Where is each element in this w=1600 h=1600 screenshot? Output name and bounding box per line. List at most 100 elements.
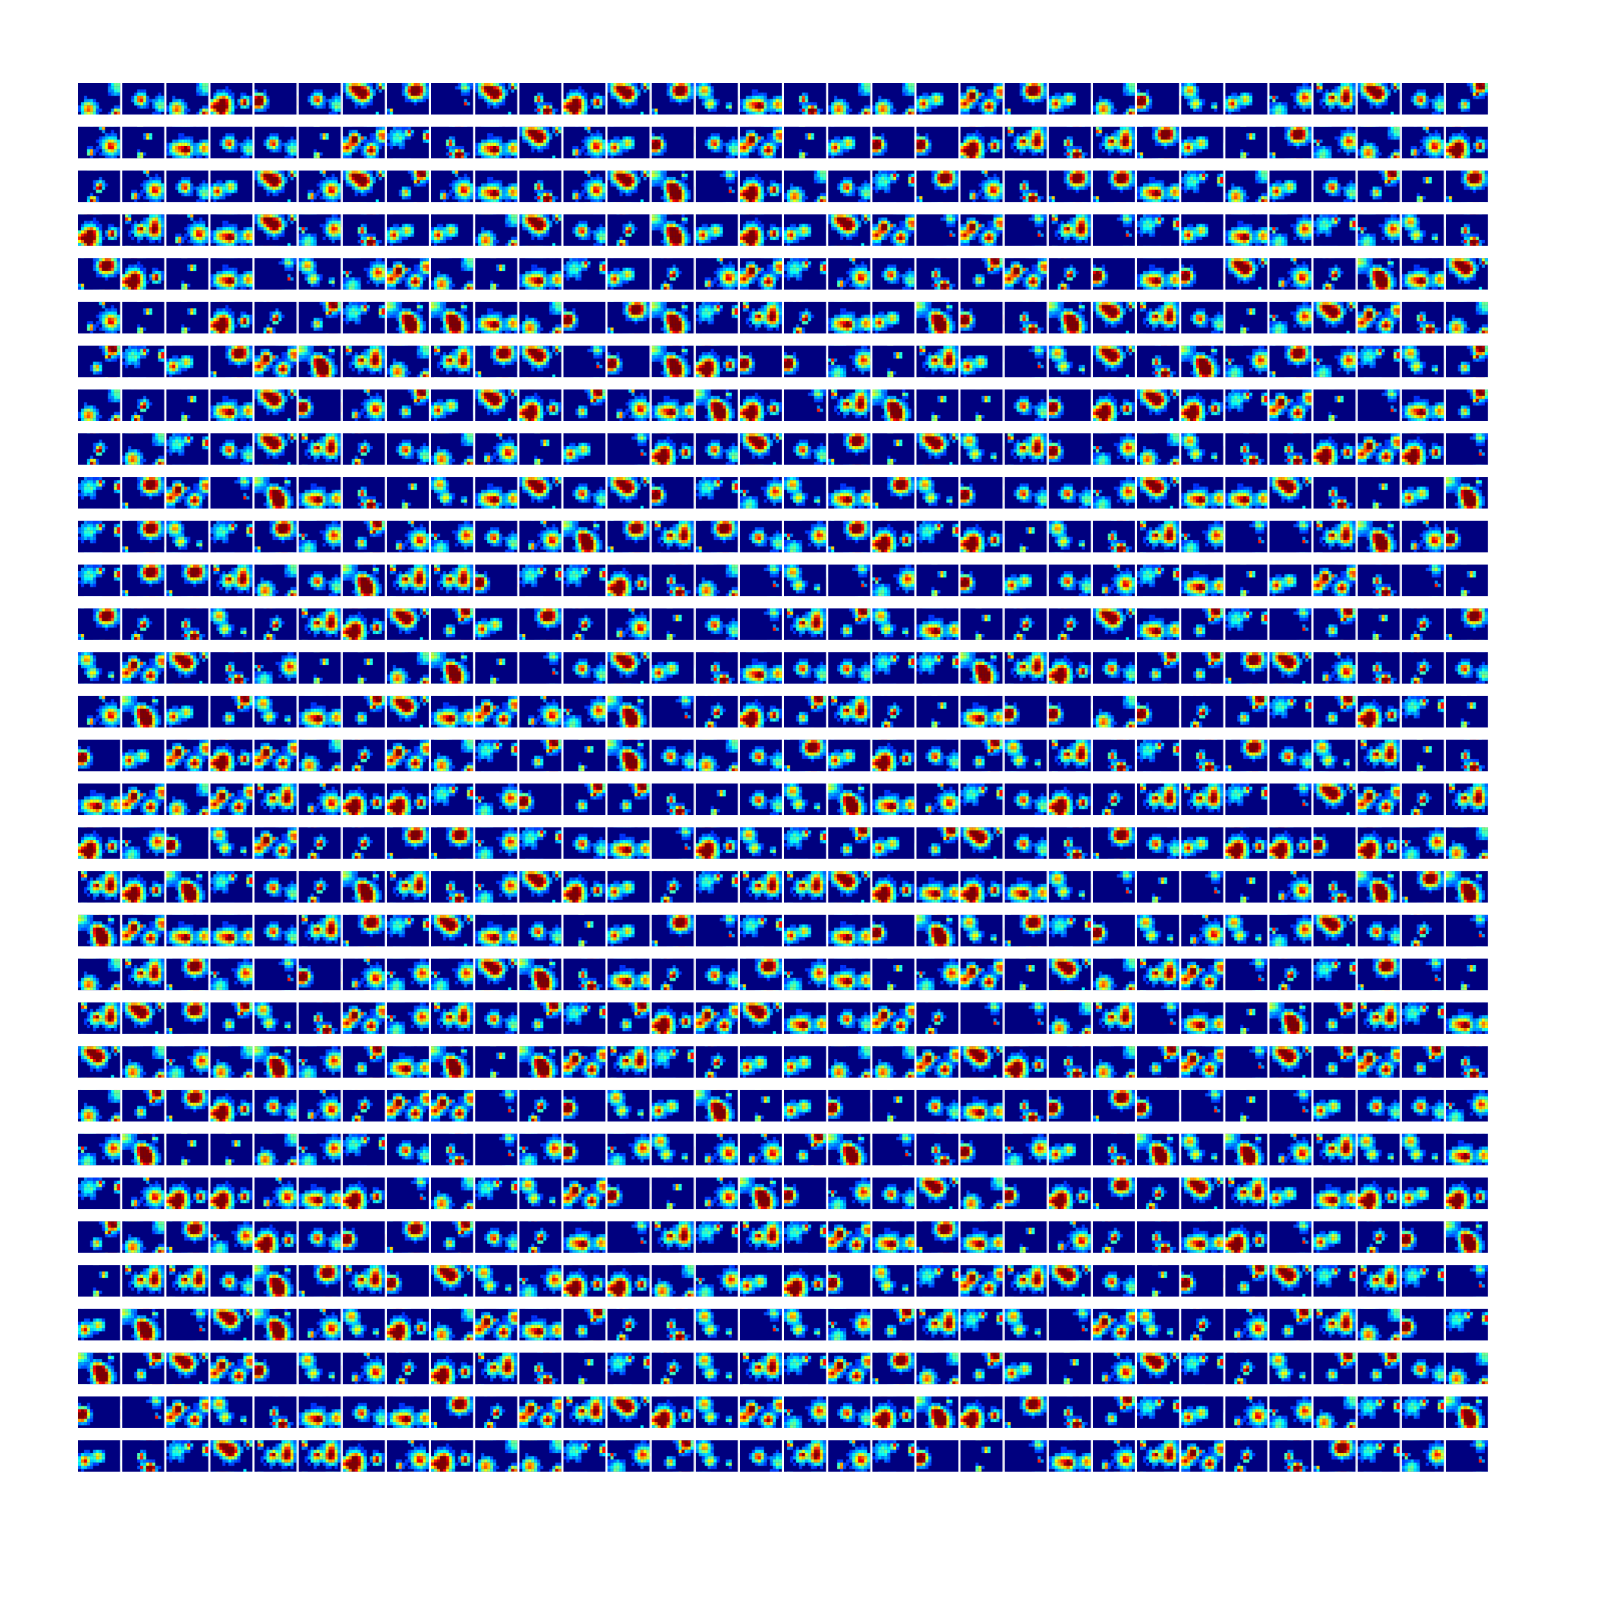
feature-map <box>386 783 430 816</box>
feature-map <box>1357 1440 1401 1472</box>
feature-map <box>298 1002 342 1034</box>
feature-map <box>1048 695 1092 728</box>
feature-map <box>386 739 430 772</box>
feature-map <box>1092 1089 1136 1122</box>
feature-map <box>563 83 607 115</box>
feature-map <box>563 126 607 159</box>
feature-map <box>210 871 254 903</box>
feature-map <box>386 871 430 903</box>
feature-map <box>563 170 607 203</box>
feature-map <box>563 214 607 246</box>
feature-map <box>78 783 121 816</box>
feature-map <box>298 301 342 334</box>
feature-map <box>519 520 562 553</box>
feature-map <box>1181 958 1224 991</box>
feature-map <box>1401 520 1445 553</box>
feature-map <box>254 739 298 772</box>
feature-map <box>1137 83 1180 115</box>
feature-map <box>386 958 430 991</box>
feature-map <box>1225 958 1268 991</box>
feature-map <box>298 345 342 378</box>
feature-map <box>475 958 518 991</box>
feature-map <box>1181 520 1224 553</box>
feature-map <box>386 301 430 334</box>
feature-map <box>1137 258 1180 290</box>
feature-map <box>1004 827 1048 859</box>
feature-map <box>298 958 342 991</box>
feature-map <box>475 1046 518 1078</box>
feature-map <box>1181 564 1224 597</box>
feature-map <box>1004 695 1048 728</box>
feature-map <box>1048 1265 1092 1297</box>
feature-map <box>1181 1133 1224 1166</box>
feature-map <box>342 1177 386 1210</box>
feature-map <box>872 783 915 816</box>
feature-map <box>828 1221 871 1253</box>
feature-map <box>254 170 298 203</box>
feature-map <box>828 1002 871 1034</box>
feature-map <box>607 389 651 421</box>
feature-map <box>78 1089 121 1122</box>
feature-map <box>1445 520 1489 553</box>
feature-map <box>784 83 827 115</box>
feature-map <box>651 608 695 640</box>
feature-map <box>739 783 783 816</box>
feature-map <box>1225 871 1268 903</box>
feature-map <box>563 1221 607 1253</box>
feature-map <box>607 345 651 378</box>
feature-map <box>872 389 915 421</box>
feature-map <box>519 1440 562 1472</box>
feature-map <box>386 389 430 421</box>
feature-map <box>122 520 165 553</box>
feature-map <box>1445 871 1489 903</box>
feature-map <box>739 214 783 246</box>
feature-map <box>784 608 827 640</box>
feature-map <box>916 1177 960 1210</box>
feature-map <box>828 301 871 334</box>
feature-map <box>475 1177 518 1210</box>
feature-map <box>563 652 607 684</box>
feature-map <box>695 608 739 640</box>
feature-map <box>695 214 739 246</box>
feature-map <box>607 914 651 947</box>
feature-map <box>1137 1221 1180 1253</box>
feature-map <box>122 1221 165 1253</box>
feature-map <box>342 564 386 597</box>
feature-map <box>210 389 254 421</box>
feature-map <box>739 1308 783 1341</box>
feature-map <box>254 1177 298 1210</box>
feature-map <box>960 301 1004 334</box>
feature-map <box>1137 345 1180 378</box>
feature-map <box>1137 477 1180 509</box>
feature-map <box>475 652 518 684</box>
feature-map <box>431 652 474 684</box>
feature-map <box>78 1440 121 1472</box>
feature-map <box>342 1002 386 1034</box>
feature-map <box>1181 1002 1224 1034</box>
feature-map <box>960 1046 1004 1078</box>
feature-map <box>784 695 827 728</box>
feature-map <box>1137 1046 1180 1078</box>
feature-map <box>1004 564 1048 597</box>
feature-map <box>960 126 1004 159</box>
feature-map <box>475 1221 518 1253</box>
feature-map <box>210 1002 254 1034</box>
feature-map <box>431 214 474 246</box>
feature-map <box>1181 1177 1224 1210</box>
feature-map <box>695 1002 739 1034</box>
feature-map <box>1181 170 1224 203</box>
feature-map <box>872 695 915 728</box>
feature-map <box>1181 83 1224 115</box>
feature-map <box>342 1046 386 1078</box>
feature-map <box>1357 1265 1401 1297</box>
feature-map <box>607 1089 651 1122</box>
feature-map <box>960 477 1004 509</box>
feature-map <box>475 1308 518 1341</box>
feature-map <box>1357 214 1401 246</box>
feature-map <box>1357 827 1401 859</box>
feature-map <box>1048 827 1092 859</box>
feature-map <box>1225 83 1268 115</box>
feature-map <box>122 1002 165 1034</box>
feature-map <box>342 1352 386 1385</box>
feature-map <box>475 214 518 246</box>
